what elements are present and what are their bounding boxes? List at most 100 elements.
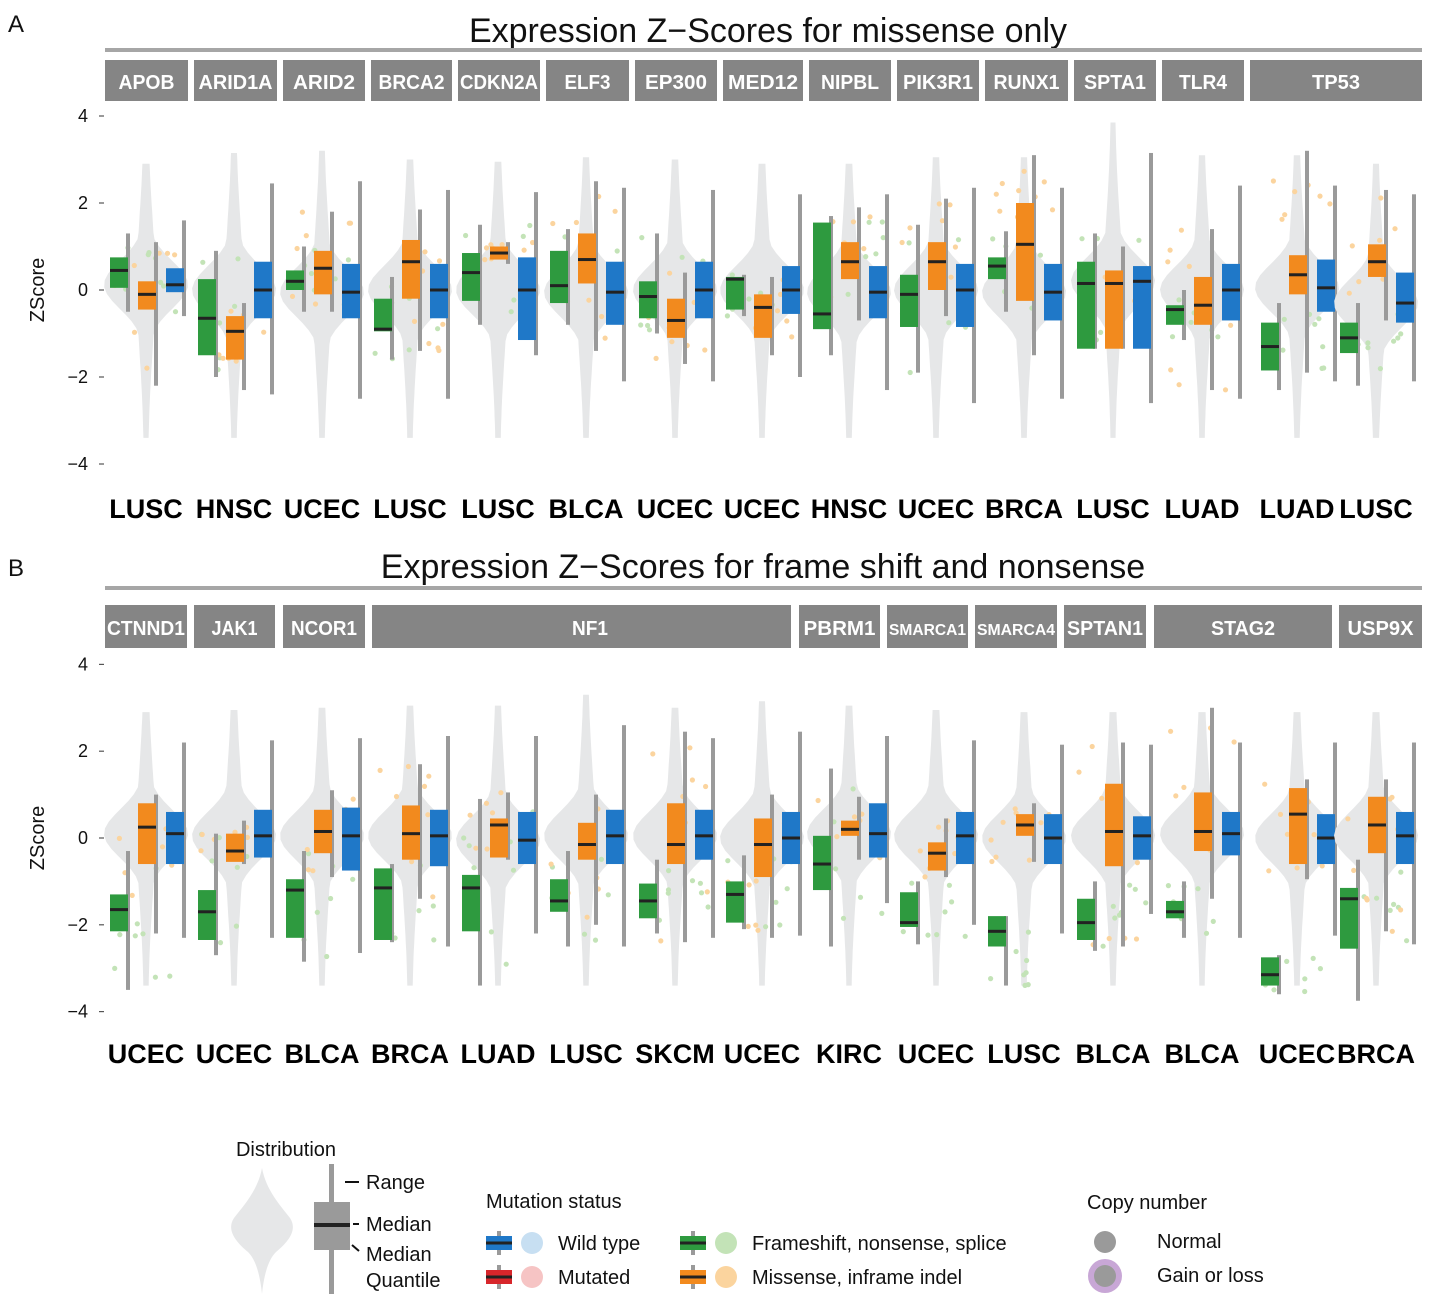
sample-point xyxy=(997,208,1003,214)
median-line xyxy=(254,288,272,292)
sample-point xyxy=(1281,316,1287,322)
cohort-label: BLCA xyxy=(549,494,624,524)
sample-point xyxy=(350,796,356,802)
sample-point xyxy=(586,297,592,303)
sample-point xyxy=(112,965,118,972)
sample-point xyxy=(209,858,215,864)
sample-point xyxy=(815,797,821,804)
box-group-med12-ucec xyxy=(720,163,804,438)
median-line xyxy=(342,290,360,294)
legend-item-label: Mutated xyxy=(558,1267,630,1289)
sample-point xyxy=(1311,832,1317,838)
sample-point xyxy=(942,909,948,915)
sample-point xyxy=(867,214,873,220)
sample-point xyxy=(425,812,431,818)
sample-point xyxy=(416,908,422,914)
gene-strip-nf1: NF1 xyxy=(372,605,791,648)
quantile-box xyxy=(342,807,360,871)
cohort-label: LUSC xyxy=(109,494,183,524)
median-line xyxy=(1044,836,1062,840)
box-wild-type xyxy=(782,731,802,936)
sample-point xyxy=(482,257,488,263)
median-line xyxy=(928,851,946,855)
sample-point xyxy=(773,899,779,905)
box-missense xyxy=(314,790,334,878)
median-line xyxy=(402,832,420,836)
sample-point xyxy=(1327,201,1333,207)
box-group-tp53-lusc xyxy=(1334,163,1418,438)
sample-point xyxy=(159,844,166,850)
median-line xyxy=(667,843,685,847)
sample-point xyxy=(483,800,490,806)
box-missense xyxy=(1105,742,1125,947)
legend-point-icon xyxy=(715,1266,737,1288)
median-line xyxy=(988,929,1006,933)
sample-point xyxy=(1026,857,1032,863)
median-line xyxy=(1340,336,1358,340)
sample-point xyxy=(1041,179,1047,185)
cohort-label: BLCA xyxy=(1076,1039,1151,1069)
median-line xyxy=(1340,897,1358,901)
box-missense xyxy=(578,181,598,351)
sample-point xyxy=(1110,903,1116,909)
median-line xyxy=(606,290,624,294)
gene-strip-label: ELF3 xyxy=(565,72,611,94)
y-tick-label: 0 xyxy=(78,280,88,300)
quantile-box xyxy=(1166,900,1184,919)
y-tick-label: 2 xyxy=(78,193,88,213)
quantile-box xyxy=(900,274,918,327)
sample-point xyxy=(702,347,708,353)
median-line xyxy=(900,921,918,925)
sample-point xyxy=(763,924,769,930)
sample-point xyxy=(873,251,879,257)
sample-point xyxy=(988,976,994,982)
median-line xyxy=(900,292,918,296)
sample-point xyxy=(503,961,509,967)
median-line xyxy=(578,258,596,262)
sample-point xyxy=(409,859,415,865)
box-frameshift xyxy=(286,246,306,312)
sample-point xyxy=(774,308,781,314)
sample-point xyxy=(294,245,300,252)
legend-distribution-title: Distribution xyxy=(236,1139,336,1161)
sample-point xyxy=(1319,863,1325,869)
sample-point xyxy=(1167,247,1173,253)
sample-point xyxy=(605,892,611,898)
cohort-label: BLCA xyxy=(285,1039,360,1069)
legend-copy-number: Copy number Normal Gain or loss xyxy=(1087,1192,1264,1293)
box-wild-type xyxy=(695,189,715,382)
sample-point xyxy=(592,937,599,943)
box-group-stag2-ucec xyxy=(1255,712,1339,995)
box-group-nf1-brca xyxy=(368,705,452,986)
sample-point xyxy=(1116,912,1123,918)
cohort-label: UCEC xyxy=(724,494,801,524)
gene-strip-label: APOB xyxy=(119,72,175,94)
sample-point xyxy=(312,301,319,307)
gene-strip-label: NF1 xyxy=(572,618,608,640)
box-wild-type xyxy=(518,736,538,934)
sample-point xyxy=(1282,212,1288,218)
median-line xyxy=(1166,308,1184,312)
box-wild-type xyxy=(606,725,626,947)
quantile-box xyxy=(726,881,744,923)
box-missense xyxy=(1194,707,1214,899)
sample-point xyxy=(581,931,588,937)
median-line xyxy=(1289,273,1307,277)
median-line xyxy=(402,260,420,264)
gene-strip-arid1a: ARID1A xyxy=(194,60,277,101)
box-missense xyxy=(928,198,948,317)
quantile-box xyxy=(1105,783,1123,867)
gene-strip-stag2: STAG2 xyxy=(1154,605,1332,648)
median-line xyxy=(1368,823,1386,827)
sample-point xyxy=(879,219,885,225)
sample-point xyxy=(1106,935,1112,942)
box-missense xyxy=(928,818,948,878)
sample-point xyxy=(993,191,999,197)
box-group-sptan1-blca xyxy=(1071,712,1155,986)
sample-point xyxy=(1021,168,1027,174)
sample-point xyxy=(879,910,885,917)
box-wild-type xyxy=(1222,742,1242,938)
median-line xyxy=(695,288,713,292)
quantile-box xyxy=(726,276,744,310)
